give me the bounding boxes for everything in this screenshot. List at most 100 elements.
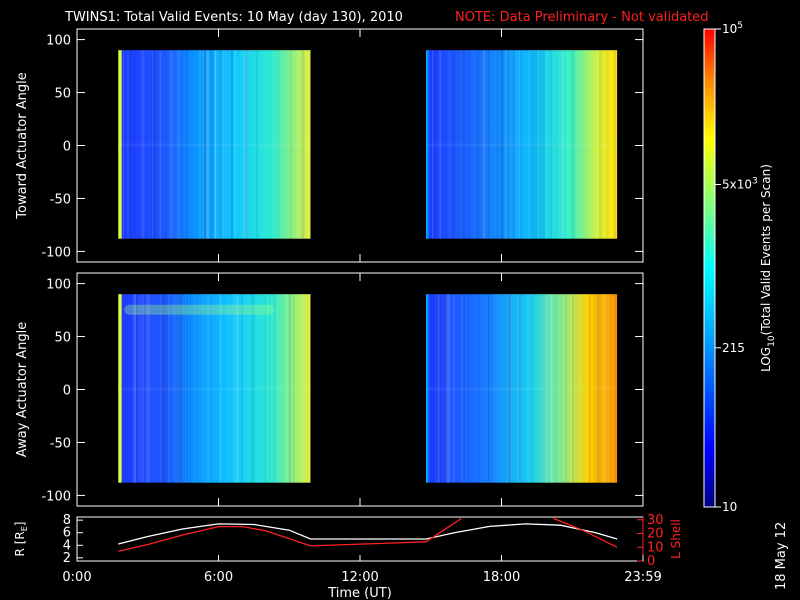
toward-stripe [210,50,212,239]
away-stripe [288,294,291,483]
toward-stripe [151,50,154,239]
away-stripe [176,294,179,483]
orbit-right-tick-label: 10 [647,540,664,555]
away-stripe [445,294,449,483]
away-stripe [142,294,144,483]
away-stripe [152,294,155,483]
away-stripe [257,294,259,483]
toward-stripe [245,50,248,239]
away-stripe [586,294,588,483]
toward-stripe [575,50,577,239]
away-stripe [461,294,464,483]
toward-stripe [219,50,222,239]
away-ytick-label: 100 [46,278,71,293]
away-stripe [612,294,615,483]
away-stripe [125,294,128,483]
away-feature-streak [124,304,275,315]
toward-stripe [493,50,495,239]
away-stripe [302,294,303,483]
toward-stripe [196,50,198,239]
away-stripe [549,294,552,483]
datestamp: 18 May 12 [774,522,789,590]
orbit-xtick-label: 6:00 [204,570,233,585]
toward-ytick-label: 50 [54,87,71,102]
toward-stripe [499,50,503,239]
orbit-xtick-label: 12:00 [341,570,378,585]
toward-stripe [202,50,206,239]
away-stripe [146,294,149,483]
away-stripe [244,294,246,483]
away-ytick-label: -100 [41,489,71,504]
toward-stripe [247,50,249,239]
away-stripe [447,294,451,483]
toward-stripe [463,50,465,239]
away-stripe [134,294,136,483]
orbit-xtick-label: 0:00 [62,570,91,585]
toward-stripe [202,50,205,239]
toward-stripe [185,50,188,239]
toward-stripe [245,50,248,239]
away-stripe [184,294,185,483]
toward-stripe [133,50,136,239]
away-stripe [516,294,519,483]
away-stripe [234,294,236,483]
away-stripe [202,294,204,483]
toward-stripe [153,50,156,239]
away-stripe [167,294,169,483]
away-stripe [520,294,522,483]
away-stripe [487,294,490,483]
away-stripe [477,294,480,483]
toward-stripe [205,50,209,239]
away-stripe [527,294,529,483]
away-stripe [250,294,254,483]
toward-stripe [551,50,553,239]
toward-stripe [520,50,522,239]
toward-stripe [156,50,159,239]
toward-stripe [214,50,217,239]
toward-stripe [504,50,508,239]
away-stripe [614,294,616,483]
toward-stripe [130,50,132,239]
away-data-block-1 [118,294,311,483]
toward-stripe [432,50,434,239]
away-stripe [273,294,276,483]
away-stripe [569,294,572,483]
away-stripe [560,294,563,483]
toward-stripe [463,50,465,239]
away-stripe [444,294,446,483]
away-stripe [551,294,553,483]
away-stripe [600,294,602,483]
toward-stripe [301,50,304,239]
away-stripe [606,294,609,483]
toward-stripe [590,50,591,239]
toward-stripe [211,50,213,239]
away-stripe [134,294,136,483]
toward-stripe [501,50,504,239]
toward-stripe [599,50,602,239]
away-stripe [555,294,558,483]
away-angle-band [426,387,618,391]
away-stripe [264,294,267,483]
toward-stripe [501,50,504,239]
toward-stripe [206,50,210,239]
away-stripe [266,294,269,483]
away-stripe [466,294,467,483]
toward-stripe [573,50,575,239]
toward-stripe [212,50,215,239]
away-stripe [168,294,170,483]
panel-toward: 100 50 0 -50 -100 Toward Actuator Angle [15,28,644,263]
toward-stripe [150,50,152,239]
toward-stripe [615,50,618,239]
away-stripe [572,294,574,483]
colorbar-label: LOG10(Total Valid Events per Scan) [759,164,777,372]
orbit-xtick-label: 23:59 [624,570,661,585]
toward-stripe [527,50,528,239]
toward-stripe [152,50,153,239]
toward-stripe [539,50,542,239]
toward-stripe [224,50,226,239]
away-stripe [606,294,609,483]
toward-stripe [480,50,483,239]
away-stripe [491,294,493,483]
toward-stripe [154,50,156,239]
